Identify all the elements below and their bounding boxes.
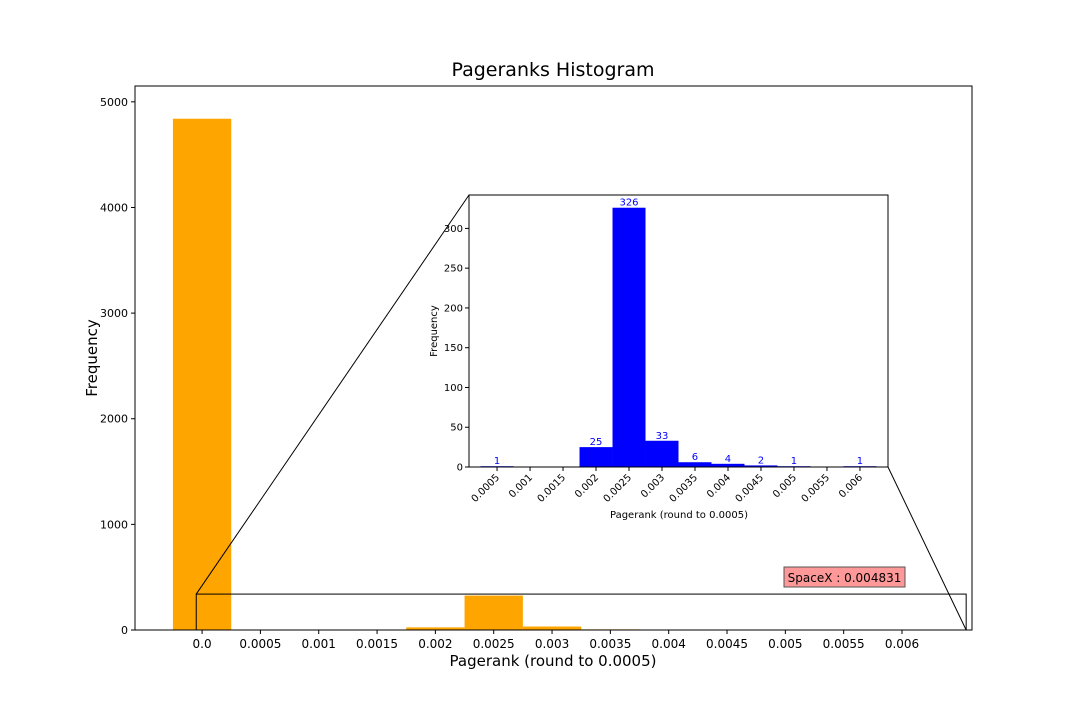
inset-bar — [612, 207, 646, 467]
main-x-tick-label: 0.003 — [535, 637, 569, 651]
inset-bar-value-label: 25 — [590, 437, 603, 448]
main-y-tick-label: 5000 — [100, 96, 128, 109]
inset-bar-value-label: 6 — [692, 452, 698, 463]
inset-bar-value-label: 2 — [758, 455, 764, 466]
main-bar — [464, 595, 523, 630]
main-bar — [172, 118, 232, 630]
main-x-tick-label: 0.004 — [652, 637, 686, 651]
zoom-region-box — [195, 593, 967, 631]
main-bars — [172, 118, 932, 630]
inset-y-tick-label: 300 — [444, 224, 463, 235]
main-x-tick-label: 0.0055 — [823, 637, 865, 651]
inset-y-tick-label: 0 — [457, 463, 463, 474]
main-y-tick-label: 0 — [121, 624, 128, 637]
inset-plot-frame — [468, 194, 889, 468]
inset-y-axis-label: Frequency — [429, 305, 440, 357]
inset-bar — [579, 447, 613, 467]
main-x-tick-label: 0.0045 — [706, 637, 748, 651]
main-y-tick-label: 1000 — [100, 518, 128, 531]
inset-bar-value-label: 1 — [791, 456, 797, 467]
inset-bar — [678, 462, 712, 467]
main-x-tick-label: 0.0025 — [473, 637, 515, 651]
main-x-tick-label: 0.002 — [418, 637, 452, 651]
main-ticks: 0.0 0.0005 0.001 0.0015 0.002 0.0025 0.003 0.00… — [100, 96, 919, 651]
spacex-annotation: SpaceX : 0.004831 — [783, 566, 906, 588]
inset-y-tick-label: 200 — [444, 303, 463, 314]
inset-y-tick-label: 150 — [444, 343, 463, 354]
inset-y-tick-label: 50 — [450, 423, 463, 434]
zoom-connector-left — [195, 194, 470, 595]
main-y-tick-label: 2000 — [100, 413, 128, 426]
inset-bar-value-label: 1 — [494, 456, 500, 467]
main-x-tick-label: 0.0005 — [239, 637, 281, 651]
spacex-annotation-text: SpaceX : 0.004831 — [788, 571, 902, 585]
main-x-tick-label: 0.006 — [885, 637, 919, 651]
inset-bar-value-label: 33 — [656, 431, 669, 442]
inset-bars: 1 25 326 33 6 4 2 1 1 — [480, 198, 877, 467]
zoom-connector-right — [887, 466, 967, 631]
inset-bar-value-label: 326 — [619, 198, 638, 209]
main-x-tick-label: 0.005 — [768, 637, 802, 651]
inset-background — [469, 195, 888, 467]
main-x-tick-label: 0.001 — [302, 637, 336, 651]
inset-y-tick-label: 100 — [444, 383, 463, 394]
main-x-tick-label: 0.0035 — [589, 637, 631, 651]
main-x-axis-label: Pagerank (round to 0.0005) — [450, 652, 657, 670]
main-bar — [406, 627, 465, 630]
main-bar — [522, 626, 582, 630]
main-y-tick-label: 3000 — [100, 307, 128, 320]
spacex-annotation-box — [783, 566, 906, 588]
inset-bar-value-label: 4 — [725, 454, 731, 465]
zoom-indicator — [195, 194, 967, 631]
inset-y-tick-label: 250 — [444, 264, 463, 275]
main-x-tick-label: 0.0015 — [356, 637, 398, 651]
inset-bar — [645, 440, 679, 467]
inset-bar — [744, 465, 778, 467]
main-y-tick-label: 4000 — [100, 201, 128, 214]
inset-bar-value-label: 1 — [857, 456, 863, 467]
main-x-tick-label: 0.0 — [193, 637, 212, 651]
inset-x-axis-label: Pagerank (round to 0.0005) — [610, 510, 748, 521]
main-y-axis-label: Frequency — [83, 319, 101, 397]
chart-title: Pageranks Histogram — [452, 59, 655, 81]
inset-bar — [711, 463, 745, 467]
